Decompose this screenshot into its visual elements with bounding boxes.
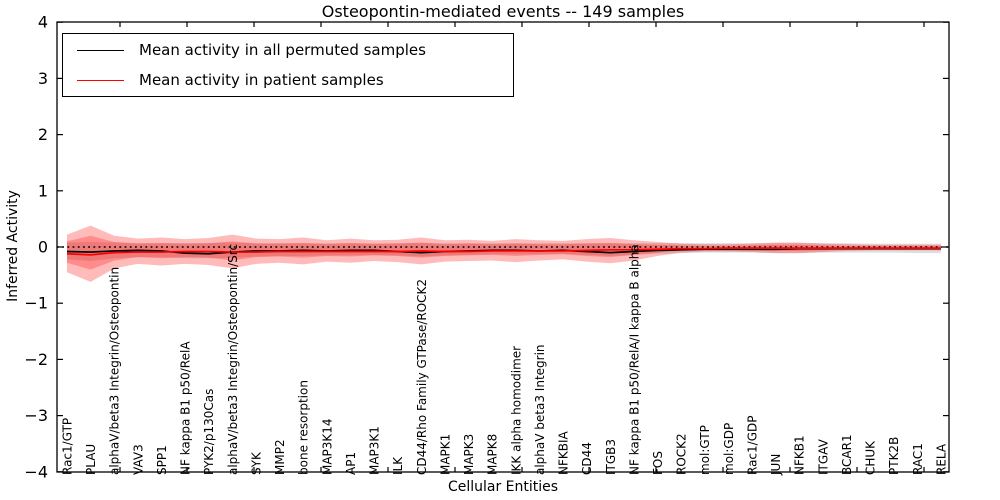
legend: Mean activity in all permuted samples Me… — [62, 33, 514, 97]
x-category-label: ROCK2 — [675, 433, 689, 475]
x-category-label: mol:GDP — [722, 423, 736, 475]
legend-item-patient: Mean activity in patient samples — [63, 66, 513, 94]
x-category-label: AP1 — [344, 452, 358, 475]
legend-line-black-icon — [77, 49, 124, 51]
y-tick-label: 2 — [38, 125, 48, 144]
x-category-label: CD44/Rho Family GTPase/ROCK2 — [415, 279, 429, 475]
y-axis-label: Inferred Activity — [5, 190, 21, 302]
x-category-label: JUN — [769, 454, 783, 476]
x-category-label: SPP1 — [155, 445, 169, 475]
x-category-label: NF kappa B1 p50/RelA — [179, 341, 193, 475]
y-tick-label: −3 — [24, 406, 48, 425]
x-category-label: NF kappa B1 p50/RelA/I kappa B alpha — [627, 244, 641, 475]
x-category-label: MAPK1 — [438, 434, 452, 475]
x-category-label: NFKBIA — [557, 430, 571, 475]
legend-label-permuted: Mean activity in all permuted samples — [139, 41, 426, 59]
x-category-label: Rac1/GTP — [61, 418, 75, 475]
x-category-label: MMP2 — [273, 439, 287, 475]
x-category-label: MAPK8 — [486, 434, 500, 475]
x-category-label: MAPK3 — [462, 434, 476, 475]
x-category-label: NFKB1 — [793, 435, 807, 475]
x-axis-label: Cellular Entities — [447, 479, 559, 495]
x-category-label: CD44 — [580, 442, 594, 475]
x-category-label: FOS — [651, 451, 665, 475]
legend-label-patient: Mean activity in patient samples — [139, 71, 384, 89]
x-category-label: PYK2/p130Cas — [202, 389, 216, 475]
x-category-label: IKK alpha homodimer — [509, 346, 523, 475]
y-tick-label: −2 — [24, 350, 48, 369]
x-category-label: bone resorption — [297, 380, 311, 475]
x-category-label: SYK — [249, 451, 263, 475]
legend-item-permuted: Mean activity in all permuted samples — [63, 36, 513, 64]
patient-mean-line — [66, 247, 941, 256]
chart-title: Osteopontin-mediated events -- 149 sampl… — [321, 2, 685, 21]
x-category-label: PTK2B — [887, 437, 901, 475]
x-category-label: mol:GTP — [698, 425, 712, 475]
x-category-label: MAP3K1 — [368, 426, 382, 475]
x-category-label: Rac1/GDP — [745, 416, 759, 475]
x-category-label: PLAU — [84, 444, 98, 475]
x-category-label: CHUK — [864, 440, 878, 475]
x-category-label: BCAR1 — [840, 434, 854, 475]
y-tick-label: 4 — [38, 13, 48, 32]
x-category-label: alphaV/beta3 Integrin/Osteopontin/Src — [226, 244, 240, 475]
x-category-label: VAV3 — [131, 444, 145, 475]
band-patient-range-outer — [67, 225, 941, 282]
band-patient-range-inner — [67, 235, 941, 270]
x-category-label: RAC1 — [911, 443, 925, 475]
y-tick-label: 1 — [38, 181, 48, 200]
y-tick-label: 0 — [38, 238, 48, 257]
legend-line-red-icon — [77, 79, 124, 81]
y-tick-label: 3 — [38, 69, 48, 88]
y-tick-label: −1 — [24, 294, 48, 313]
x-category-label: ILK — [391, 456, 405, 475]
x-category-label: ITGB3 — [604, 439, 618, 475]
x-category-label: MAP3K14 — [320, 418, 334, 475]
y-tick-label: −4 — [24, 462, 48, 481]
x-category-label: alphaV/beta3 Integrin/Osteopontin — [108, 267, 122, 475]
x-category-label: RELA — [934, 443, 948, 475]
x-category-label: alphaV beta3 Integrin — [533, 344, 547, 475]
x-category-label: ITGAV — [816, 438, 830, 475]
